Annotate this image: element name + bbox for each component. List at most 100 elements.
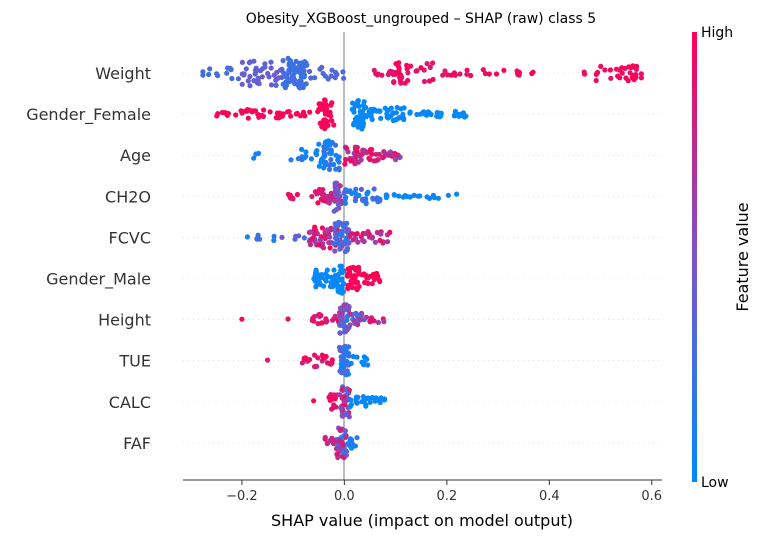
shap-point	[354, 354, 360, 360]
shap-point	[359, 109, 366, 115]
shap-point	[353, 195, 359, 201]
shap-point	[388, 113, 394, 119]
shap-point	[363, 112, 369, 118]
shap-point	[354, 114, 360, 120]
shap-point	[379, 72, 385, 78]
shap-point	[378, 231, 384, 237]
shap-point	[341, 268, 347, 274]
shap-point	[332, 75, 338, 81]
shap-point	[288, 113, 294, 119]
shap-point	[273, 82, 279, 88]
shap-point	[314, 363, 320, 369]
shap-point	[324, 318, 330, 324]
shap-point	[309, 193, 315, 200]
shap-point	[343, 156, 349, 163]
shap-point	[630, 72, 636, 79]
shap-point	[311, 352, 318, 358]
shap-point	[309, 235, 315, 242]
shap-point	[268, 59, 274, 65]
shap-point	[300, 109, 307, 115]
shap-point	[345, 391, 351, 397]
shap-point	[328, 102, 334, 108]
shap-point	[335, 271, 342, 277]
shap-point	[369, 394, 375, 401]
shap-point	[404, 66, 410, 72]
shap-point	[405, 70, 411, 76]
shap-point	[353, 394, 360, 400]
shap-point	[294, 191, 300, 198]
shap-point	[332, 69, 339, 75]
shap-point	[421, 78, 428, 85]
shap-point	[430, 60, 436, 66]
shap-point	[339, 310, 345, 316]
shap-point	[352, 161, 358, 167]
shap-point	[239, 59, 245, 65]
shap-point	[326, 162, 333, 168]
shap-point	[367, 273, 373, 279]
shap-point	[273, 115, 279, 121]
x-tick-label: 0.0	[334, 489, 355, 504]
shap-point	[328, 118, 334, 124]
shap-point	[360, 197, 366, 203]
shap-point	[344, 368, 350, 374]
shap-point	[358, 157, 364, 163]
shap-point	[264, 357, 271, 363]
shap-point	[229, 75, 235, 82]
colorbar	[692, 32, 697, 482]
shap-point	[279, 234, 285, 240]
shap-point	[283, 74, 290, 80]
shap-point	[376, 151, 382, 157]
shap-point	[303, 149, 309, 155]
shap-point	[336, 197, 342, 203]
shap-point	[343, 345, 349, 351]
shap-point	[329, 139, 335, 146]
shap-point	[341, 281, 347, 287]
shap-point	[424, 61, 430, 67]
shap-point	[253, 65, 259, 71]
shap-point	[357, 120, 363, 126]
shap-point	[358, 186, 364, 192]
shap-point	[259, 74, 265, 80]
shap-point	[316, 163, 322, 169]
shap-point	[440, 72, 446, 78]
shap-point	[354, 287, 360, 293]
feature-label-faf: FAF	[123, 434, 151, 453]
shap-point	[350, 231, 356, 237]
shap-point	[287, 192, 293, 198]
shap-point	[311, 231, 318, 238]
shap-point	[239, 71, 245, 77]
shap-point	[215, 111, 221, 117]
shap-point	[340, 289, 346, 295]
shap-point	[251, 155, 257, 161]
shap-point	[369, 235, 375, 241]
shap-point	[328, 149, 334, 155]
feature-label-tue: TUE	[118, 352, 151, 371]
shap-point	[301, 355, 307, 361]
shap-point	[312, 224, 318, 230]
shap-point	[367, 111, 373, 117]
shap-point	[365, 362, 371, 368]
shap-point	[387, 229, 393, 235]
shap-point	[261, 107, 267, 113]
shap-point	[332, 198, 338, 204]
shap-point	[268, 82, 275, 88]
shap-point	[254, 236, 260, 242]
shap-point	[330, 405, 336, 411]
shap-point	[385, 71, 391, 78]
shap-point	[338, 245, 344, 251]
shap-point	[318, 157, 325, 163]
shap-point	[375, 319, 381, 326]
shap-point	[349, 284, 355, 291]
shap-point	[372, 239, 378, 245]
feature-labels: Weight Gender_Female Age CH2O FCVC Gender_Mal…	[26, 64, 151, 453]
shap-point	[354, 149, 360, 155]
shap-point	[348, 158, 354, 164]
shap-point	[239, 316, 245, 322]
shap-point	[391, 79, 397, 85]
shap-point	[389, 69, 395, 75]
shap-point	[316, 311, 323, 318]
shap-point	[352, 189, 358, 195]
shap-point	[351, 318, 357, 324]
shap-point	[418, 65, 424, 71]
x-tick-label: −0.2	[226, 489, 258, 504]
